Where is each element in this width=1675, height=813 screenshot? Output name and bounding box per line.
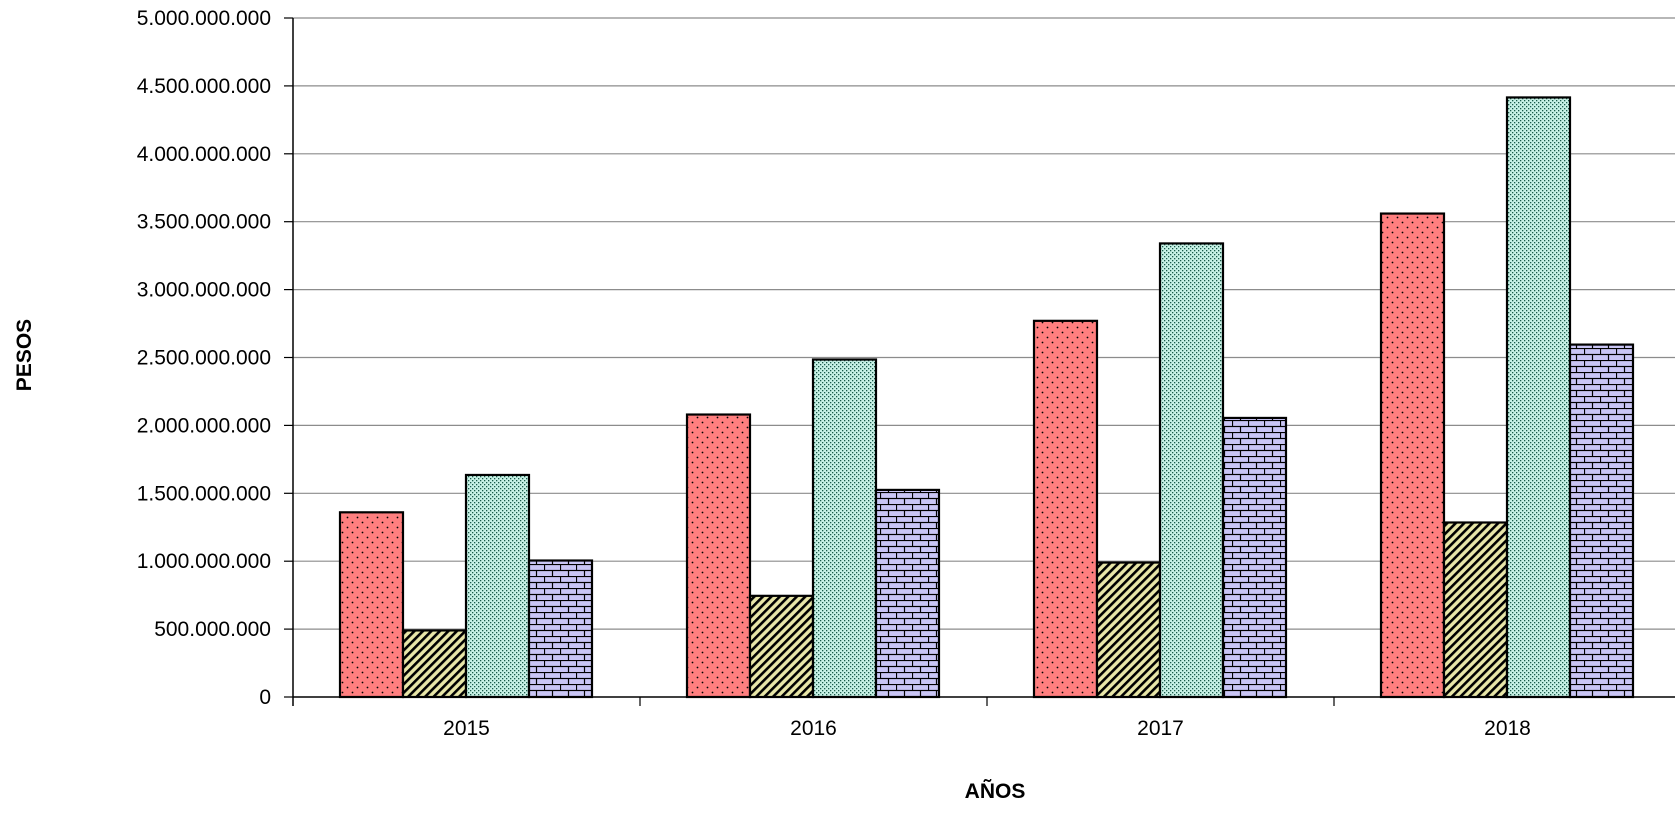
y-tick-label: 0 xyxy=(259,686,271,709)
y-tick-label: 5.000.000.000 xyxy=(137,7,271,30)
x-tick-label: 2018 xyxy=(1484,717,1531,740)
y-axis-title: PESOS xyxy=(13,319,36,391)
bar-2017-series-2 xyxy=(1095,561,1162,699)
x-tick-label: 2016 xyxy=(790,717,837,740)
y-tick-label: 2.500.000.000 xyxy=(137,347,271,370)
bar-2018-series-1 xyxy=(1379,212,1446,699)
x-axis-title: AÑOS xyxy=(965,780,1026,803)
bar-2018-series-4 xyxy=(1568,343,1635,699)
x-tick-label: 2015 xyxy=(443,717,490,740)
axes xyxy=(284,17,1675,706)
bar-2016-series-1 xyxy=(685,413,752,699)
tick-labels: 0 500.000.000 1.000.000.000 1.500.000.000 2.… xyxy=(137,7,1531,740)
y-tick-label: 3.000.000.000 xyxy=(137,279,271,302)
bars xyxy=(338,96,1635,699)
bar-2016-series-4 xyxy=(874,488,941,699)
y-tick-label: 1.500.000.000 xyxy=(137,482,271,505)
bar-2015-series-1 xyxy=(338,511,405,699)
y-tick-label: 3.500.000.000 xyxy=(137,211,271,234)
y-tick-label: 1.000.000.000 xyxy=(137,550,271,573)
y-tick-label: 4.000.000.000 xyxy=(137,143,271,166)
bar-2018-series-2 xyxy=(1442,521,1509,699)
bar-2018-series-3 xyxy=(1505,96,1572,699)
bar-2017-series-4 xyxy=(1221,416,1288,699)
bar-2015-series-4 xyxy=(527,559,594,699)
y-tick-label: 4.500.000.000 xyxy=(137,75,271,98)
bar-2017-series-3 xyxy=(1158,242,1225,699)
bar-2017-series-1 xyxy=(1032,319,1099,699)
bar-2016-series-2 xyxy=(748,594,815,699)
y-tick-label: 500.000.000 xyxy=(154,618,271,641)
x-tick-label: 2017 xyxy=(1137,717,1184,740)
bar-2015-series-3 xyxy=(464,473,531,699)
bar-2016-series-3 xyxy=(811,358,878,699)
y-tick-label: 2.000.000.000 xyxy=(137,414,271,437)
bar-2015-series-2 xyxy=(401,629,468,699)
